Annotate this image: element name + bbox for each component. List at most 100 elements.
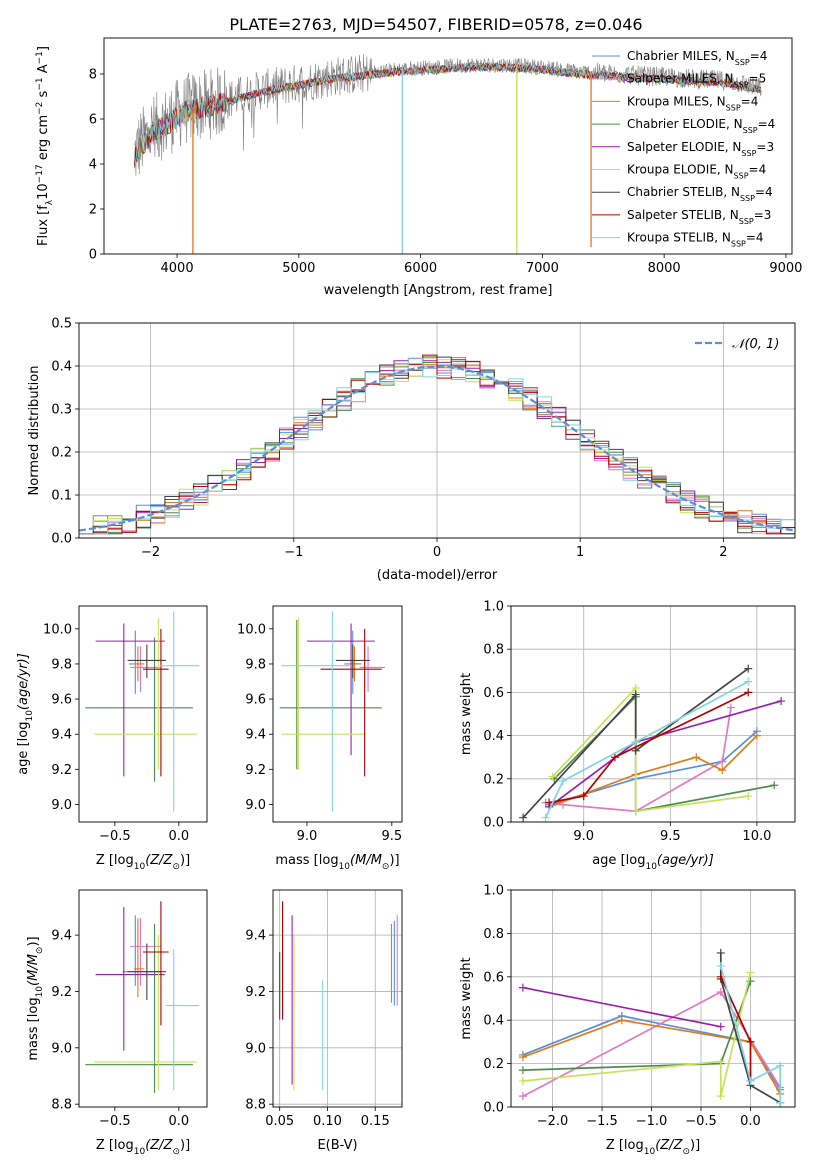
age-mass-xlabel-part: )] [389, 853, 399, 868]
weight-z-xtick-label: −2.0 [537, 1114, 569, 1129]
spectrum-ylabel-part: s [36, 90, 51, 101]
weight-z-marker [746, 1037, 755, 1046]
weight-age-marker [519, 813, 528, 822]
weight-z-xlabel-part: 10 [644, 1147, 656, 1157]
weight-age-xtick-label: 9.0 [573, 829, 594, 844]
weight-z-marker [716, 948, 725, 957]
age-mass-ytick-label: 10.0 [237, 622, 266, 637]
weight-z-ytick-label: 0.4 [483, 1014, 504, 1029]
legend-entry-val: =4 [746, 231, 764, 245]
mass-z-point [153, 1063, 156, 1066]
legend-entry: Kroupa ELODIE, NSSP=4 [627, 163, 766, 181]
weight-z-xlabel-part: )] [690, 1138, 700, 1153]
age-z-frame [78, 605, 208, 823]
mass-ebv-xtick-label: 0.10 [313, 1114, 342, 1129]
mass-z-ytick-label: 9.2 [51, 985, 72, 1000]
legend-entry: Kroupa MILES, NSSP=4 [627, 94, 758, 112]
weight-z-xtick-label: 0.0 [740, 1114, 761, 1129]
weight-z-marker [776, 1061, 785, 1070]
legend-entry-val: =4 [758, 117, 776, 131]
residuals-xtick-label: 1 [576, 545, 584, 560]
mass-z-point [122, 973, 125, 976]
mass-ebv-plot [279, 901, 398, 1091]
weight-z-ylabel: mass weight [459, 957, 474, 1039]
age-z-point [157, 733, 160, 736]
weight-z-xlabel-part: ⊙ [682, 1147, 690, 1157]
legend-entry-sub: SSP [739, 216, 754, 225]
mass-z-xlabel-part: ⊙ [172, 1147, 180, 1157]
weight-z-xtick-label: −1.0 [636, 1114, 668, 1129]
spectrum-xtick-label: 7000 [526, 261, 559, 276]
weight-age-marker [744, 664, 753, 673]
age-mass-point [353, 663, 356, 665]
residuals-ytick-label: 0.3 [51, 403, 72, 418]
residuals-xlabel: (data-model)/error [377, 568, 498, 583]
legend-entry: Chabrier MILES, NSSP=4 [627, 49, 767, 67]
age-z-point [139, 666, 142, 669]
age-z-xlabel-part: 10 [134, 862, 146, 872]
weight-z-marker [518, 1066, 527, 1075]
age-mass-xlabel-part: 10 [339, 862, 351, 872]
age-z-ytick-label: 10.0 [43, 622, 72, 637]
mass-z-frame [78, 889, 208, 1108]
legend-entry: Chabrier ELODIE, NSSP=4 [627, 117, 775, 135]
weight-age-marker [726, 703, 735, 712]
mass-z-xlabel-part: (Z/Z [145, 1138, 173, 1153]
spectrum-ylabel-part: Flux [f [36, 205, 51, 246]
weight-z-xlabel: Z [log10(Z/Z⊙)] [606, 1138, 700, 1157]
histogram-salpeter_stelib [79, 354, 795, 535]
age-z-point [153, 706, 156, 709]
weight-age-marker [558, 776, 567, 785]
weight-z-marker [746, 968, 755, 977]
weight-z-series-line [719, 965, 782, 1103]
spectrum-ytick-label: 2 [89, 203, 97, 218]
weight-z-marker [776, 1098, 785, 1107]
weight-age-marker [770, 781, 779, 790]
weight-z-xlabel-part: Z [log [606, 1138, 644, 1153]
spectrum-ylabel-part: A [36, 64, 51, 77]
age-mass-xlabel-part: (M/M [350, 853, 382, 868]
panel-mass-z: −0.5 0.08.89.09.29.4Z [log10(Z/Z⊙)]mass [… [26, 889, 208, 1157]
spectrum-xlabel: wavelength [Angstrom, rest frame] [324, 283, 553, 298]
age-mass-point [297, 733, 300, 736]
weight-z-xtick-label: −0.5 [685, 1114, 717, 1129]
legend-entry-name: Salpeter STELIB, N [627, 208, 739, 222]
weight-z-marker [617, 1016, 626, 1025]
mass-z-xlabel-part: )] [180, 1138, 190, 1153]
age-z-xlabel-part: )] [180, 853, 190, 868]
weight-age-ytick-label: 0.4 [483, 729, 504, 744]
mass-ebv-frame [272, 889, 403, 1108]
weight-age-marker [631, 807, 640, 816]
spectrum-xtick-label: 6000 [404, 261, 437, 276]
age-z-ylabel-part: 10 [25, 710, 35, 722]
weight-z-grid [511, 889, 795, 1108]
spectrum-xtick-label: 9000 [769, 261, 802, 276]
legend-entry-sub: SSP [734, 171, 749, 180]
weight-z-series-line [522, 1019, 781, 1095]
age-mass-ytick-label: 9.2 [245, 763, 266, 778]
legend-entry-sub: SSP [741, 148, 756, 157]
weight-z-plot [518, 948, 785, 1107]
mass-z-xtick-label: 0.0 [168, 1114, 189, 1129]
age-z-point [172, 664, 175, 667]
residuals-ytick-label: 0.5 [51, 317, 72, 332]
legend-entry: Chabrier STELIB, NSSP=4 [627, 185, 773, 203]
legend-entry-name: Kroupa ELODIE, N [627, 163, 734, 177]
age-z-ytick-label: 9.8 [51, 657, 72, 672]
mass-z-ylabel: mass [log10(M/M⊙)] [26, 936, 45, 1060]
mass-z-ytick-label: 9.4 [51, 929, 72, 944]
age-mass-point [331, 664, 334, 667]
spectrum-ylabel-part: 10 [36, 183, 51, 200]
legend-entry-sub: SSP [735, 58, 750, 67]
mass-ebv-ytick-label: 9.2 [245, 985, 266, 1000]
weight-age-marker [631, 690, 640, 699]
age-z-xtick-label: −0.5 [99, 829, 131, 844]
mass-z-point [172, 1004, 175, 1007]
weight-z-marker [716, 987, 725, 996]
legend-entry-sub: SSP [743, 126, 758, 135]
age-mass-xlabel: mass [log10(M/M⊙)] [275, 853, 399, 872]
legend-entry-name: Chabrier MILES, N [627, 49, 735, 63]
legend-entry-val: =4 [749, 163, 767, 177]
legend-entry-val: =3 [754, 208, 772, 222]
weight-z-ytick-label: 0.8 [483, 927, 504, 942]
